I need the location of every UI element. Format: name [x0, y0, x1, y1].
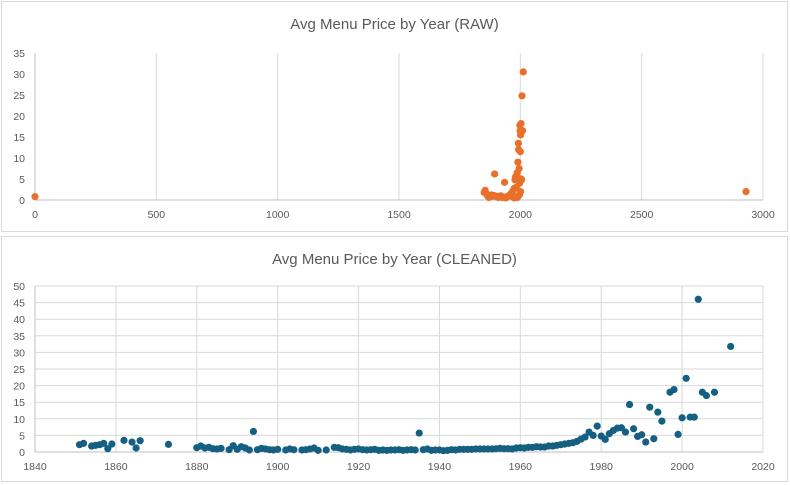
- y-tick-label: 50: [13, 281, 25, 293]
- data-point: [581, 433, 589, 441]
- y-tick-label: 5: [19, 174, 25, 186]
- chart-raw: Avg Menu Price by Year (RAW) 0 5 10 15 20 25 3…: [1, 1, 788, 232]
- x-tick-label: 1860: [104, 461, 128, 473]
- data-point: [694, 295, 702, 303]
- data-point: [702, 391, 710, 400]
- chart-title-cleaned: Avg Menu Price by Year (CLEANED): [272, 251, 517, 268]
- x-tick-label: 500: [148, 209, 166, 221]
- y-tick-label: 5: [19, 430, 25, 442]
- y-tick-label: 35: [13, 331, 25, 343]
- data-point: [411, 446, 419, 454]
- data-point: [646, 403, 654, 411]
- data-point: [518, 92, 526, 100]
- data-point: [690, 413, 698, 421]
- data-point: [678, 414, 686, 422]
- data-point: [682, 374, 690, 382]
- data-point: [500, 178, 509, 186]
- data-point: [517, 176, 526, 184]
- x-tick-label: 3000: [751, 209, 775, 221]
- data-point: [670, 385, 678, 394]
- x-tick-label: 1940: [428, 461, 452, 473]
- y-tick-label: 10: [13, 414, 25, 426]
- x-tick-label: 1000: [266, 209, 290, 221]
- data-point: [128, 438, 136, 446]
- data-point: [314, 446, 322, 454]
- data-point: [415, 429, 423, 437]
- data-point: [727, 342, 735, 351]
- x-tick-label: 1900: [266, 461, 290, 473]
- data-point: [322, 446, 330, 454]
- x-tick-label: 1960: [509, 461, 533, 473]
- data-point: [516, 148, 524, 156]
- data-point: [491, 170, 499, 178]
- x-tick-label: 2020: [751, 461, 775, 473]
- data-point: [132, 444, 140, 452]
- data-point: [625, 400, 634, 409]
- x-tick-label: 0: [32, 209, 38, 221]
- data-point: [621, 428, 630, 436]
- data-point: [120, 436, 128, 444]
- data-point: [514, 158, 522, 166]
- y-tick-label: 45: [13, 298, 25, 310]
- data-point: [517, 119, 525, 128]
- chart-raw-plot: 0 5 10 15 20 25 30 35 0 500 1000 1500 2000 2500 3000: [13, 48, 775, 221]
- data-point: [507, 192, 515, 200]
- x-tick-label: 2000: [509, 209, 533, 221]
- x-tick-label: 1980: [590, 461, 614, 473]
- y-tick-label: 20: [13, 381, 25, 393]
- data-point: [515, 164, 523, 173]
- data-point: [518, 127, 527, 135]
- data-point: [100, 439, 108, 447]
- x-tick-label: 1920: [347, 461, 371, 473]
- data-point: [629, 425, 638, 433]
- y-tick-label: 0: [19, 195, 25, 207]
- data-point: [108, 440, 116, 448]
- data-point: [593, 422, 601, 430]
- data-point: [104, 445, 112, 453]
- data-point: [249, 427, 257, 436]
- data-point: [290, 446, 298, 454]
- x-tick-label: 2000: [670, 461, 694, 473]
- y-tick-label: 15: [13, 397, 25, 409]
- data-point: [601, 435, 609, 443]
- data-point: [742, 188, 750, 196]
- y-tick-label: 35: [13, 48, 25, 60]
- y-tick-label: 25: [13, 90, 25, 102]
- data-point: [164, 440, 173, 448]
- data-point: [654, 408, 662, 416]
- data-point: [514, 139, 522, 147]
- y-tick-label: 15: [13, 132, 25, 144]
- data-point: [79, 439, 88, 447]
- y-tick-label: 30: [13, 347, 25, 359]
- y-tick-label: 10: [13, 153, 25, 165]
- chart-cleaned-plot: 0 5 10 15 20 25 30 35 40 45 50 1840 1860 1880 1900 1920…: [13, 281, 775, 473]
- y-tick-label: 20: [13, 111, 25, 123]
- chart-cleaned: Avg Menu Price by Year (CLEANED) 0 5 10 15 2…: [1, 236, 788, 482]
- data-point: [642, 438, 650, 446]
- data-point: [710, 388, 719, 396]
- data-point: [217, 444, 225, 452]
- data-point: [638, 431, 646, 439]
- x-tick-label: 1840: [23, 461, 47, 473]
- x-tick-label: 2500: [630, 209, 654, 221]
- data-point: [658, 417, 666, 425]
- data-point: [136, 437, 144, 445]
- x-tick-label: 1880: [185, 461, 209, 473]
- data-point: [650, 435, 658, 443]
- y-tick-label: 25: [13, 364, 25, 376]
- x-tick-label: 1500: [387, 209, 411, 221]
- chart-title-raw: Avg Menu Price by Year (RAW): [290, 16, 499, 33]
- data-point: [674, 430, 682, 439]
- y-tick-label: 30: [13, 69, 25, 81]
- y-tick-label: 0: [19, 447, 25, 459]
- data-point: [274, 445, 282, 453]
- y-tick-label: 40: [13, 314, 25, 326]
- data-point: [245, 446, 253, 454]
- data-point: [31, 193, 39, 201]
- data-point: [589, 431, 597, 439]
- data-point: [519, 68, 527, 76]
